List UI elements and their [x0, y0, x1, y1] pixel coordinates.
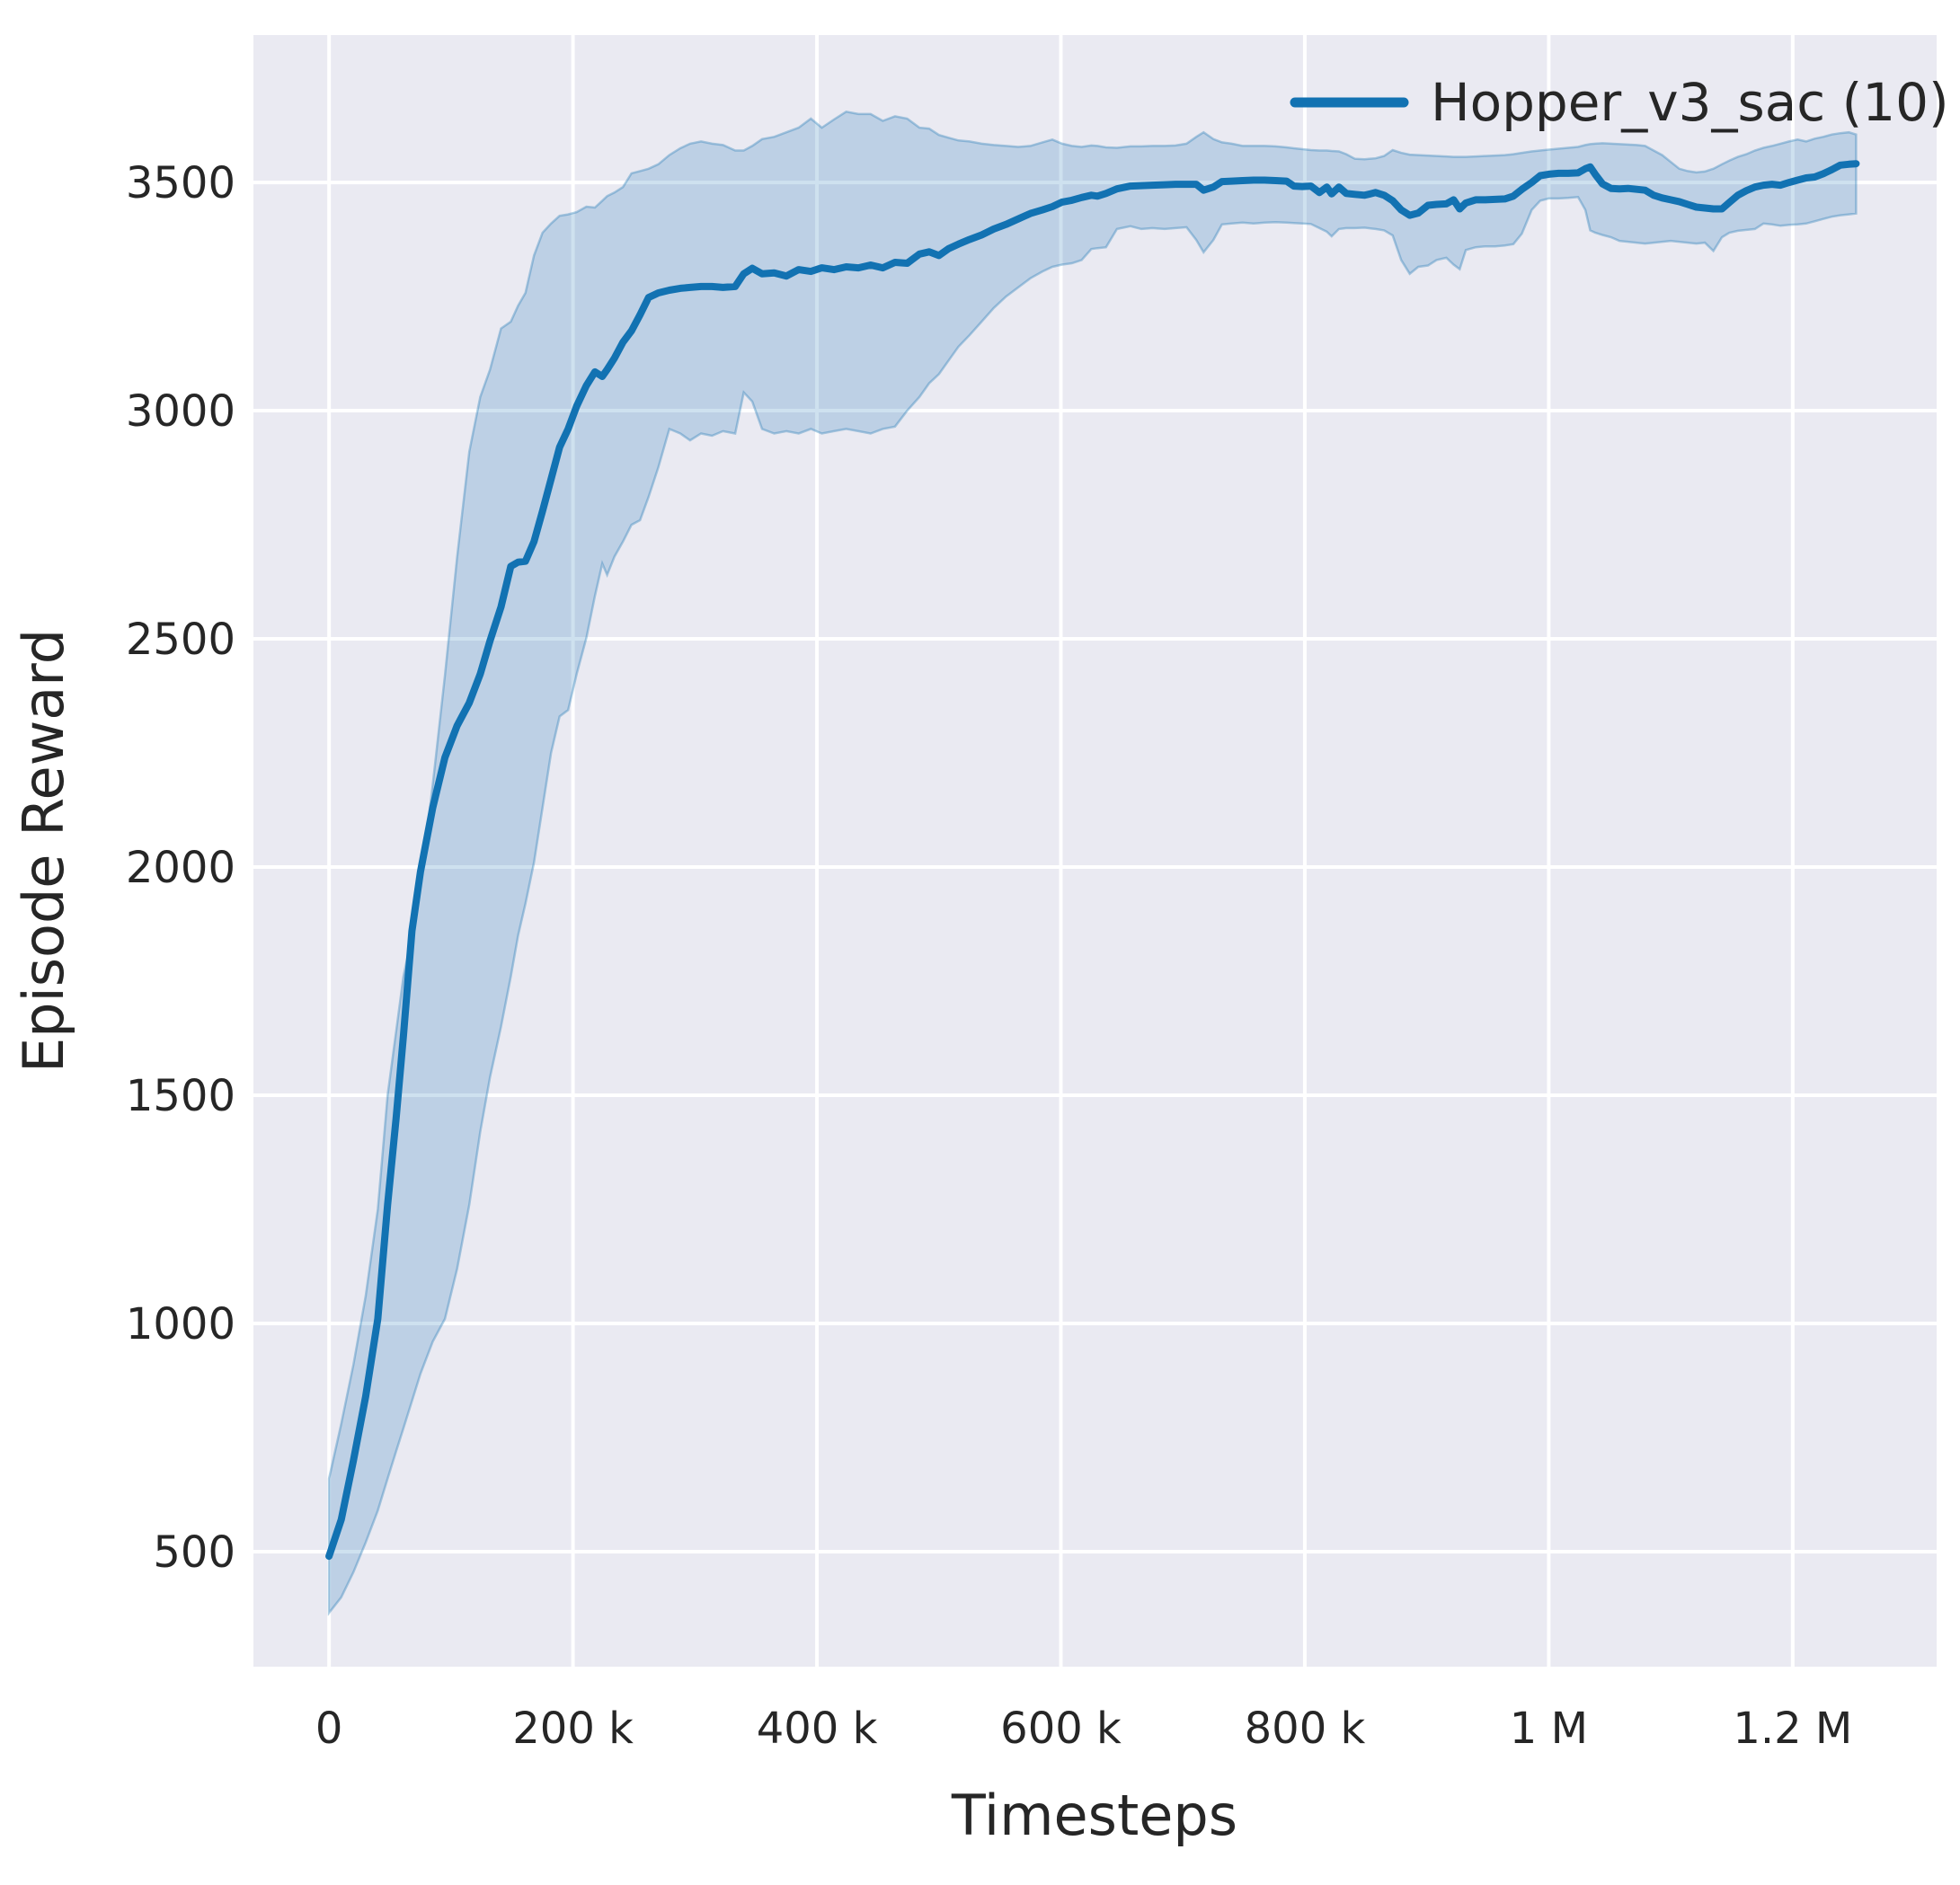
y-tick-labels: 3500 3000 2500 2000 1500 1000 500	[126, 158, 235, 1578]
svg-text:600 k: 600 k	[1000, 1704, 1122, 1754]
svg-text:3000: 3000	[126, 386, 235, 437]
svg-text:3500: 3500	[126, 158, 235, 208]
svg-text:1.2 M: 1.2 M	[1733, 1704, 1852, 1754]
svg-text:800 k: 800 k	[1245, 1704, 1366, 1754]
confidence-band	[327, 110, 1858, 1616]
svg-text:2000: 2000	[126, 843, 235, 893]
svg-text:1000: 1000	[126, 1299, 235, 1350]
legend-label: Hopper_v3_sac (10)	[1431, 72, 1949, 133]
svg-text:0: 0	[315, 1704, 343, 1754]
y-axis-label: Episode Reward	[11, 629, 76, 1073]
svg-text:1500: 1500	[126, 1071, 235, 1121]
svg-text:500: 500	[153, 1527, 235, 1578]
mean-reward-line	[325, 160, 1860, 1561]
x-axis-label: Timesteps	[951, 1783, 1237, 1848]
legend: Hopper_v3_sac (10)	[1290, 72, 1949, 133]
svg-text:200 k: 200 k	[512, 1704, 634, 1754]
svg-text:2500: 2500	[126, 615, 235, 665]
svg-text:400 k: 400 k	[757, 1704, 878, 1754]
grid-lines	[253, 35, 1937, 1667]
x-tick-labels: 0 200 k 400 k 600 k 800 k 1 M 1.2 M	[315, 1704, 1852, 1754]
svg-text:1 M: 1 M	[1510, 1704, 1588, 1754]
plot-background	[253, 35, 1937, 1667]
